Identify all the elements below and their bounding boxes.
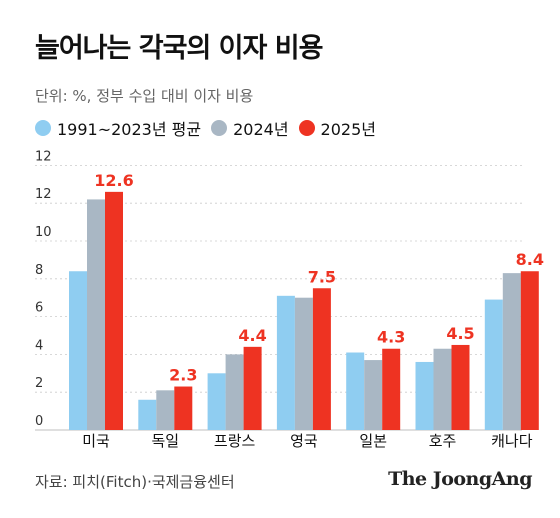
- bar-series-3: [243, 346, 262, 430]
- brand-logo: The JoongAng: [388, 468, 532, 490]
- bar-series-1: [346, 352, 365, 430]
- legend-swatch-series-3: [298, 120, 315, 136]
- label-layer: 미국 12.6 독일 2.3 프랑스 4.4 영국 7.5 일본 4.3 호주 4.5 캐나다 8.4: [82, 171, 544, 450]
- data-label-2025: 4.5: [446, 324, 474, 343]
- legend: 1991~2023년 평균 2024년 2025년: [35, 116, 386, 140]
- y-tick-label: 10: [35, 225, 52, 240]
- data-label-2025: 4.3: [377, 328, 405, 347]
- bar-series-2: [294, 297, 313, 430]
- bar-series-1: [484, 299, 503, 430]
- data-label-2025: 4.4: [238, 326, 266, 345]
- bar-series-1: [138, 399, 157, 430]
- bar-series-2: [364, 360, 383, 430]
- legend-label-series-2: 2024년: [233, 120, 289, 139]
- legend-item-series-3: 2025년: [298, 116, 376, 140]
- bar-series-1: [207, 373, 226, 430]
- x-category-label: 영국: [290, 432, 318, 450]
- x-category-label: 미국: [82, 432, 110, 450]
- legend-label-series-1: 1991~2023년 평균: [57, 120, 202, 139]
- y-tick-label: 12: [35, 149, 52, 164]
- x-category-label: 호주: [429, 432, 457, 450]
- bar-series-2: [502, 273, 521, 430]
- y-tick-label: 8: [35, 263, 43, 278]
- x-category-label: 일본: [359, 432, 387, 450]
- legend-swatch-series-1: [35, 120, 51, 136]
- chart-title: 늘어나는 각국의 이자 비용: [35, 33, 323, 64]
- bar-series-3: [312, 288, 331, 430]
- bar-series-3: [174, 386, 193, 430]
- chart-subtitle: 단위: %, 정부 수입 대비 이자 비용: [35, 87, 254, 105]
- legend-item-series-1: 1991~2023년 평균: [35, 116, 201, 140]
- legend-swatch-series-2: [211, 120, 228, 136]
- bar-series-1: [276, 295, 295, 430]
- bar-series-3: [382, 348, 401, 430]
- bar-series-3: [451, 344, 470, 430]
- y-tick-label: 2: [35, 376, 43, 391]
- bar-series-1: [415, 361, 434, 430]
- legend-label-series-3: 2025년: [320, 120, 376, 139]
- data-label-2025: 7.5: [308, 267, 336, 286]
- data-label-2025: 2.3: [169, 366, 197, 385]
- bar-series-2: [156, 390, 175, 430]
- data-label-2025: 8.4: [516, 250, 544, 269]
- y-tick-label: 12: [35, 187, 52, 202]
- legend-item-series-2: 2024년: [211, 116, 289, 140]
- bar-series-3: [520, 271, 539, 430]
- bar-series-3: [105, 191, 123, 430]
- x-category-label: 캐나다: [491, 432, 533, 450]
- data-label-2025: 12.6: [94, 171, 133, 190]
- x-category-label: 독일: [151, 432, 179, 450]
- bar-series-2: [225, 354, 244, 430]
- source-note: 자료: 피치(Fitch)·국제금융센터: [35, 473, 235, 491]
- x-category-label: 프랑스: [214, 432, 256, 450]
- y-tick-label: 6: [35, 301, 43, 316]
- bar-series-2: [433, 348, 452, 430]
- y-tick-label: 4: [35, 338, 43, 353]
- bar-series-2: [87, 199, 105, 430]
- bar-layer: [69, 191, 539, 430]
- bar-series-1: [69, 271, 87, 430]
- y-tick-label: 0: [35, 414, 43, 429]
